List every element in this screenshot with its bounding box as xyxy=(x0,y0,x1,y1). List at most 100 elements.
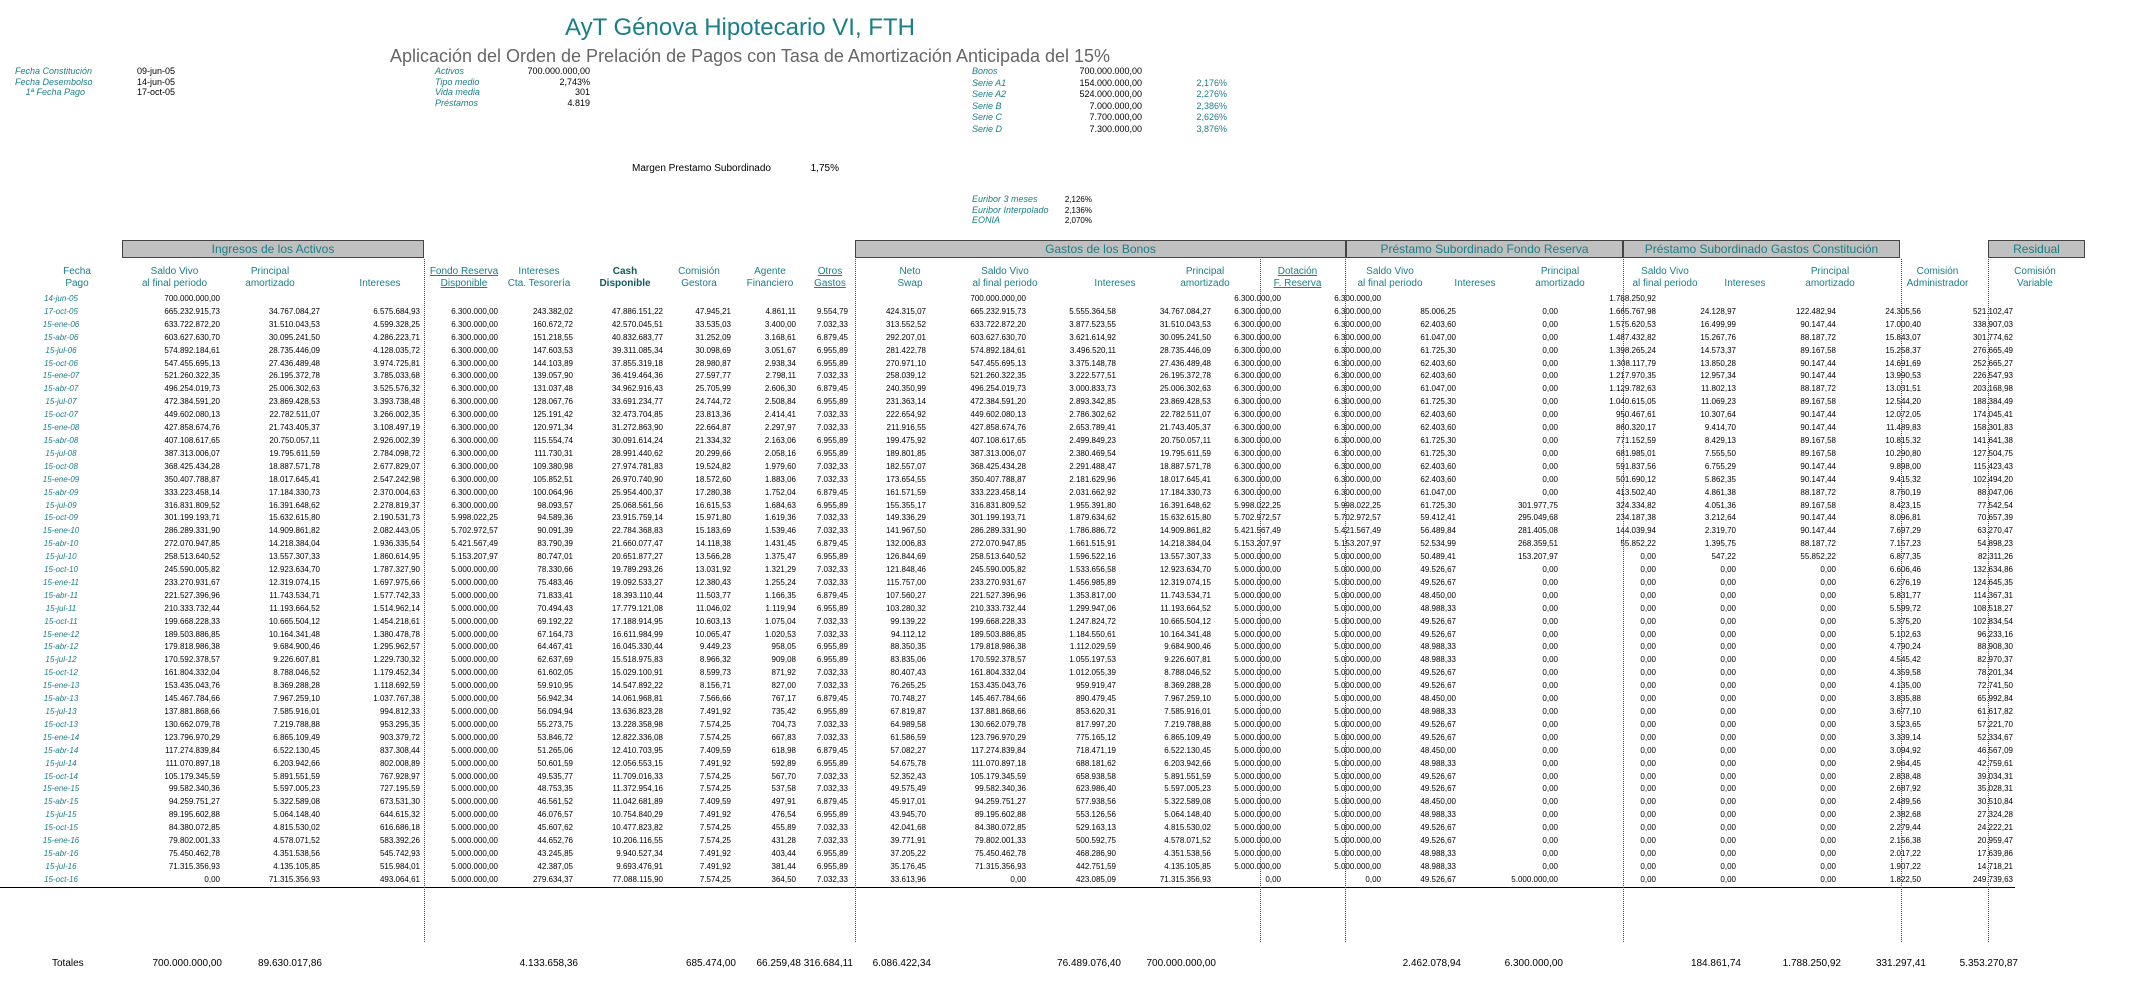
table-cell: 381,44 xyxy=(771,861,796,871)
table-cell: 0,00 xyxy=(1720,848,1736,858)
table-cell: 62.403,60 xyxy=(1420,423,1456,433)
table-cell: 2.297,97 xyxy=(764,423,796,433)
table-cell: 7.032,33 xyxy=(816,423,848,433)
table-cell: 618,98 xyxy=(771,745,796,755)
table-cell: 0,00 xyxy=(1542,848,1558,858)
table-cell: 161.804.332,04 xyxy=(970,668,1026,678)
table-cell: 6.300.000,00 xyxy=(1234,397,1281,407)
table-cell: 1.860.614,95 xyxy=(373,552,420,562)
table-cell: 203.168,98 xyxy=(1972,384,2013,394)
table-row: 17-oct-05 665.232.915,73 34.767.084,27 6.57… xyxy=(0,306,2015,319)
table-cell: 3.877.523,55 xyxy=(1069,319,1116,329)
table-cell: 14.573,37 xyxy=(1700,345,1736,355)
col-intereses-activos: Intereses xyxy=(340,266,420,290)
table-cell: 12.072,05 xyxy=(1885,410,1921,420)
table-cell: 2.058,16 xyxy=(764,448,796,458)
table-cell: 0,00 xyxy=(1542,448,1558,458)
table-cell: 189.801,85 xyxy=(885,448,926,458)
table-cell: 8.429,13 xyxy=(1704,435,1736,445)
table-cell: 42.041,68 xyxy=(890,823,926,833)
table-cell: 161.571,59 xyxy=(885,487,926,497)
table-cell: 34.767.084,27 xyxy=(268,306,320,316)
table-cell: 468.286,90 xyxy=(1075,848,1116,858)
table-cell: 117.274.839,84 xyxy=(970,745,1026,755)
date-cell: 15-jul-13 xyxy=(45,707,77,716)
table-cell: 0,00 xyxy=(1542,758,1558,768)
table-cell: 583.392,26 xyxy=(379,836,420,846)
table-cell: 574.892.184,61 xyxy=(164,345,220,355)
table-cell: 493.064,61 xyxy=(322,873,422,888)
table-cell: 423.085,09 xyxy=(1028,873,1118,888)
table-cell: 6.879,45 xyxy=(816,590,848,600)
table-cell: 681.985,01 xyxy=(1615,448,1656,458)
table-cell: 0,00 xyxy=(1820,565,1836,575)
table-cell: 3.835,88 xyxy=(1889,694,1921,704)
table-cell: 64.989,58 xyxy=(890,719,926,729)
table-cell: 0,00 xyxy=(1720,823,1736,833)
table-cell: 7.574,25 xyxy=(699,771,731,781)
table-cell: 0,00 xyxy=(1640,616,1656,626)
table-cell: 9.898,00 xyxy=(1889,461,1921,471)
col-otros-gastos: Otros Gastos xyxy=(805,266,855,290)
table-cell: 5.000.000,00 xyxy=(451,642,498,652)
table-cell: 5.421.567,49 xyxy=(451,539,498,549)
table-cell: 1.684,63 xyxy=(764,500,796,510)
table-cell: 10.754.840,29 xyxy=(611,810,663,820)
table-cell: 6.879,45 xyxy=(816,487,848,497)
table-cell: 49.535,77 xyxy=(537,771,573,781)
table-cell: 71.833,41 xyxy=(537,590,573,600)
col-principal-amortizado-bonos-label: Principal amortizado xyxy=(1180,266,1230,289)
table-cell: 6.300.000,00 xyxy=(1334,332,1381,342)
table-cell: 5.000.000,00 xyxy=(451,616,498,626)
table-cell: 15.971,80 xyxy=(695,513,731,523)
table-cell: 34.767.084,27 xyxy=(1159,306,1211,316)
table-cell: 6.955,89 xyxy=(816,642,848,652)
table-cell: 130.662.079,78 xyxy=(164,719,220,729)
date-cell: 15-abr-11 xyxy=(44,590,78,600)
margen-block: Margen Prestamo Subordinado 1,75% xyxy=(632,163,839,174)
table-cell: 8.156,71 xyxy=(699,681,731,691)
table-cell: 158.301,83 xyxy=(1972,423,2013,433)
table-cell: 0,00 xyxy=(1542,319,1558,329)
table-cell: 1.166,35 xyxy=(764,590,796,600)
table-cell: 449.602.080,13 xyxy=(164,410,220,420)
table-cell: 48.988,33 xyxy=(1420,861,1456,871)
table-cell: 0,00 xyxy=(1820,784,1836,794)
table-cell: 4.359,58 xyxy=(1889,668,1921,678)
table-cell: 233.270.931,67 xyxy=(970,577,1026,587)
date-cell: 15-oct-07 xyxy=(44,410,78,420)
table-cell: 3.212,64 xyxy=(1704,513,1736,523)
eonia-label: EONIA xyxy=(972,215,1001,225)
table-cell: 15.632.615,80 xyxy=(1159,513,1211,523)
table-cell: 4.135.105,85 xyxy=(1164,861,1211,871)
primera-fecha-pago-value: 17-oct-05 xyxy=(137,87,176,97)
table-cell: 114.367,31 xyxy=(1973,590,2013,600)
table-cell: 50.489,41 xyxy=(1420,552,1456,562)
table-cell: 0,00 xyxy=(1640,655,1656,665)
table-cell: 5.000.000,00 xyxy=(1234,797,1281,807)
fechas-block: Fecha Constitución 09-jun-05 Fecha Desemb… xyxy=(15,66,175,98)
table-cell: 61.047,00 xyxy=(1420,332,1456,342)
table-cell: 48.988,33 xyxy=(1420,848,1456,858)
table-cell: 98.093,57 xyxy=(537,500,573,510)
table-cell: 5.702.972,57 xyxy=(1234,513,1281,523)
date-cell: 15-oct-08 xyxy=(44,461,78,471)
table-cell: 5.000.000,00 xyxy=(451,565,498,575)
table-cell: 5.000.000,00 xyxy=(1334,771,1381,781)
table-cell: 53.846,72 xyxy=(537,732,573,742)
euribor-interpolado-label: Euribor Interpolado xyxy=(972,204,1049,215)
table-cell: 4.815.530,02 xyxy=(1164,823,1211,833)
table-cell: 117.274.839,84 xyxy=(164,745,220,755)
table-cell: 1.431,45 xyxy=(764,539,796,549)
col-principal-amortizado-pgc: Principal amortizado xyxy=(1790,266,1870,290)
table-cell: 449.602.080,13 xyxy=(970,410,1026,420)
table-cell: 226.547,93 xyxy=(1972,371,2013,381)
table-cell: 89.195.602,88 xyxy=(974,810,1026,820)
table-cell: 9.684.900,46 xyxy=(273,642,320,652)
table-cell: 127.504,75 xyxy=(1972,448,2013,458)
table-cell: 958,05 xyxy=(771,642,796,652)
table-cell: 48.988,33 xyxy=(1420,758,1456,768)
table-cell: 7.032,33 xyxy=(816,410,848,420)
table-cell: 6.300.000,00 xyxy=(451,319,498,329)
col-saldo-vivo-activos-label: Saldo Vivo al final periodo xyxy=(141,266,208,289)
